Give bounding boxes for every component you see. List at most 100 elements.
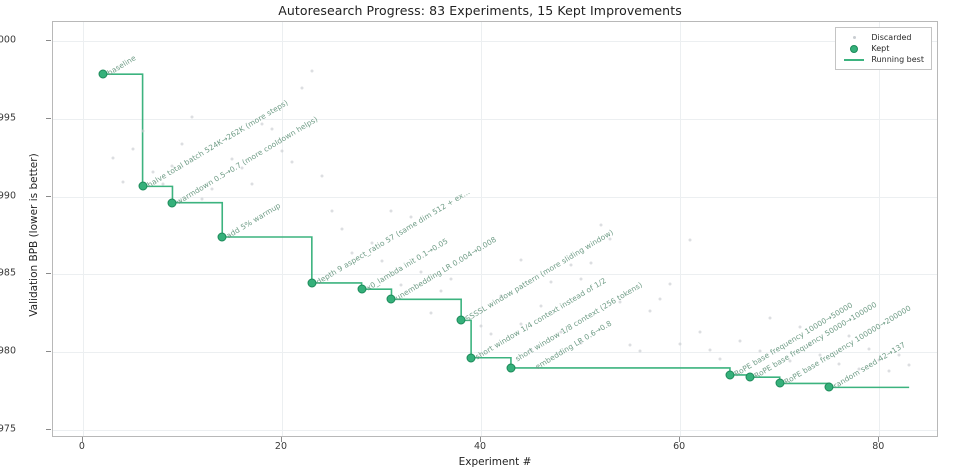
running-best-line-icon xyxy=(841,58,867,61)
discarded-point xyxy=(121,180,125,184)
legend-label-discarded: Discarded xyxy=(871,33,912,42)
kept-point[interactable] xyxy=(456,315,466,325)
discarded-point xyxy=(489,332,493,336)
y-tick-label: 0.975 xyxy=(0,423,16,435)
discarded-point xyxy=(151,170,155,174)
legend-item-kept[interactable]: Kept xyxy=(841,43,924,54)
discarded-point xyxy=(768,316,772,320)
kept-point[interactable] xyxy=(307,278,317,288)
x-tick-mark xyxy=(480,437,482,442)
annotation-label: add 5% warmup xyxy=(224,200,283,241)
x-tick-label: 40 xyxy=(474,441,487,452)
grid-line-vertical xyxy=(281,22,283,436)
discarded-point xyxy=(608,237,612,241)
grid-line-horizontal xyxy=(53,118,937,120)
discarded-point xyxy=(857,367,861,371)
kept-point[interactable] xyxy=(824,382,834,392)
discarded-point xyxy=(330,209,334,213)
discarded-point xyxy=(350,251,354,255)
discarded-point xyxy=(599,223,603,227)
kept-point[interactable] xyxy=(386,294,396,304)
kept-point[interactable] xyxy=(775,378,785,388)
annotation-label: RoPE base frequency 10000→50000 xyxy=(732,300,855,379)
discarded-point xyxy=(449,277,453,281)
discarded-point xyxy=(250,182,254,186)
kept-point[interactable] xyxy=(167,198,177,208)
discarded-point xyxy=(499,294,503,298)
kept-point[interactable] xyxy=(217,232,227,242)
kept-point[interactable] xyxy=(357,284,367,294)
discarded-point xyxy=(290,160,294,164)
discarded-point xyxy=(200,197,204,201)
discarded-point xyxy=(539,304,543,308)
x-tick-mark xyxy=(679,437,681,442)
discarded-point xyxy=(429,311,433,315)
discarded-point xyxy=(549,280,553,284)
grid-line-vertical xyxy=(680,22,682,436)
y-tick-label: 0.990 xyxy=(0,190,16,201)
discarded-point xyxy=(280,149,284,153)
discarded-point xyxy=(479,324,483,328)
discarded-point xyxy=(897,353,901,357)
discarded-point xyxy=(519,258,523,262)
discarded-point xyxy=(798,325,802,329)
discarded-point xyxy=(818,353,822,357)
discarded-point xyxy=(877,358,881,362)
discarded-point xyxy=(240,166,244,170)
discarded-marker-icon xyxy=(841,36,867,39)
discarded-point xyxy=(340,227,344,231)
discarded-point xyxy=(190,115,194,119)
y-tick-label: 0.985 xyxy=(0,267,16,279)
discarded-point xyxy=(847,334,851,338)
y-tick-mark xyxy=(46,195,51,197)
discarded-point xyxy=(907,363,911,367)
discarded-point xyxy=(718,357,722,361)
legend-item-discarded[interactable]: Discarded xyxy=(841,32,924,43)
discarded-point xyxy=(310,69,314,73)
x-tick-label: 0 xyxy=(78,441,85,452)
legend-item-running-best[interactable]: Running best xyxy=(841,54,924,65)
legend-label-running-best: Running best xyxy=(871,55,924,64)
discarded-point xyxy=(668,282,672,286)
y-tick-label: 0.980 xyxy=(0,345,16,357)
discarded-point xyxy=(409,215,413,219)
x-tick-mark xyxy=(81,437,83,442)
discarded-point xyxy=(638,349,642,353)
kept-point[interactable] xyxy=(98,69,108,79)
kept-point[interactable] xyxy=(138,181,148,191)
discarded-point xyxy=(698,330,702,334)
discarded-point xyxy=(270,127,274,131)
grid-line-horizontal xyxy=(53,274,937,276)
grid-line-horizontal xyxy=(53,430,937,432)
kept-point[interactable] xyxy=(745,372,755,382)
discarded-point xyxy=(758,349,762,353)
discarded-point xyxy=(300,86,304,90)
discarded-point xyxy=(688,238,692,242)
discarded-point xyxy=(389,209,393,213)
x-tick-mark xyxy=(280,437,282,442)
kept-marker-icon xyxy=(841,44,867,53)
discarded-point xyxy=(618,300,622,304)
chart-title: Autoresearch Progress: 83 Experiments, 1… xyxy=(278,3,682,18)
discarded-point xyxy=(380,259,384,263)
discarded-point xyxy=(887,369,891,373)
discarded-point xyxy=(170,164,174,168)
kept-point[interactable] xyxy=(506,363,516,373)
plot-area: baseline halve total batch 524K→262K (mor… xyxy=(52,21,938,437)
chart-legend[interactable]: Discarded Kept Running best xyxy=(835,27,932,70)
y-axis-label: Validation BPB (lower is better) xyxy=(28,153,40,317)
grid-line-vertical xyxy=(82,22,84,436)
y-tick-mark xyxy=(46,39,51,41)
kept-point[interactable] xyxy=(466,353,476,363)
discarded-point xyxy=(529,348,533,352)
discarded-point xyxy=(161,182,164,186)
discarded-point xyxy=(230,157,234,161)
x-tick-label: 80 xyxy=(872,441,885,452)
y-tick-mark xyxy=(46,351,51,353)
y-tick-mark xyxy=(46,117,51,119)
discarded-point xyxy=(648,309,652,313)
discarded-point xyxy=(210,187,214,191)
y-tick-mark xyxy=(46,429,51,431)
kept-point[interactable] xyxy=(725,370,735,380)
